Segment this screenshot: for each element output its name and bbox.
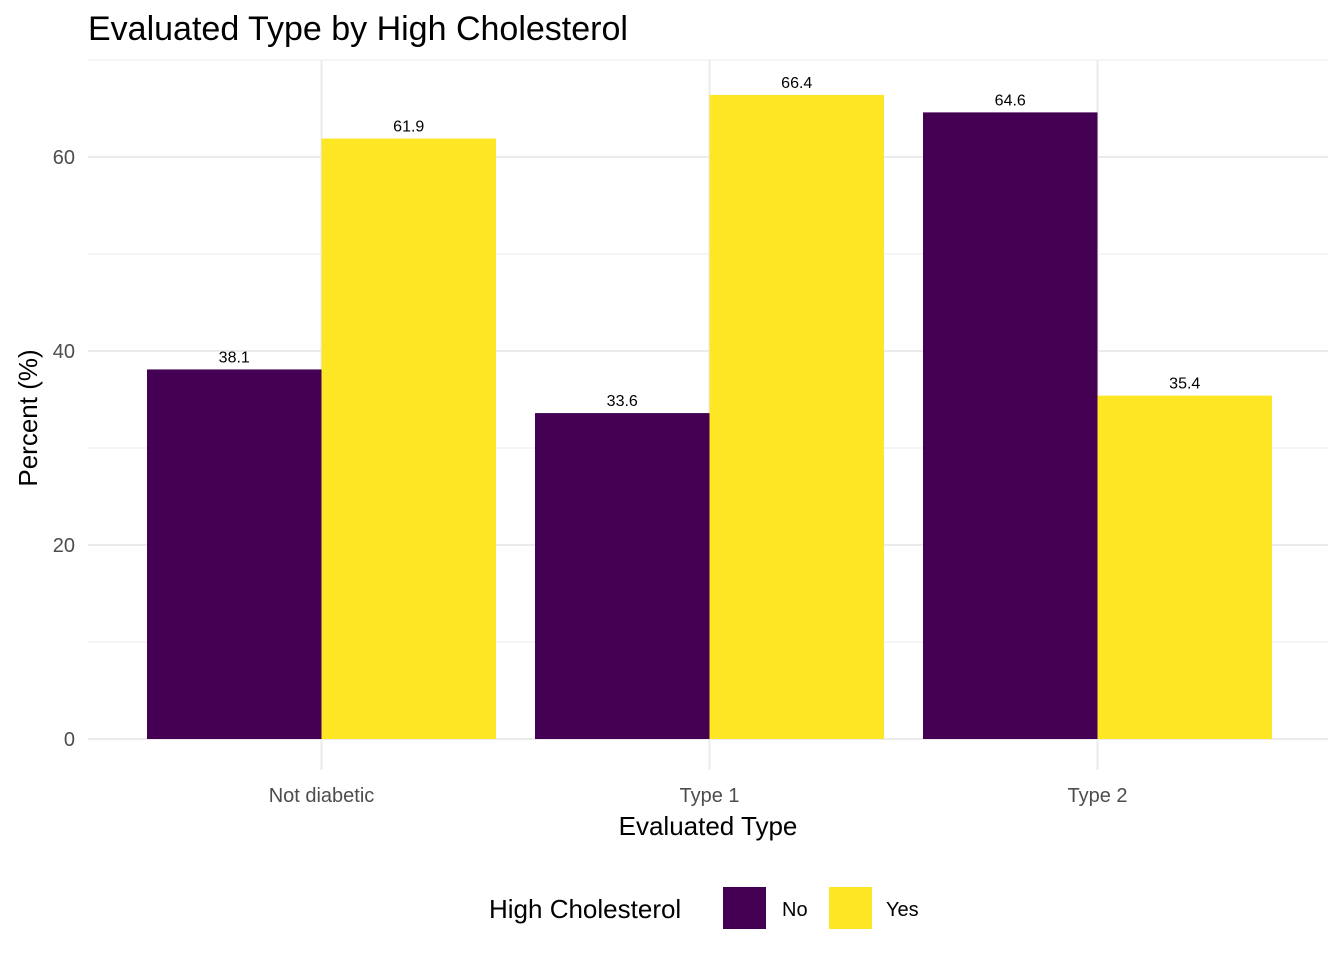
legend: High Cholesterol No Yes	[489, 887, 919, 929]
bars	[147, 94, 1272, 740]
legend-label-no: No	[782, 899, 808, 921]
data-label: 33.6	[607, 393, 638, 410]
legend-key-yes	[829, 887, 872, 929]
bar-no-1	[147, 369, 322, 739]
data-label: 66.4	[781, 75, 812, 92]
bar-yes-1	[321, 138, 496, 739]
data-label: 38.1	[219, 349, 250, 366]
x-axis-ticks: Not diabetic Type 1 Type 2	[269, 785, 1128, 807]
legend-items: No Yes	[723, 887, 919, 929]
data-label: 64.6	[995, 92, 1026, 109]
y-tick-label: 20	[53, 535, 75, 557]
x-tick-label: Not diabetic	[269, 785, 375, 807]
legend-key-no	[723, 887, 766, 929]
legend-label-yes: Yes	[886, 899, 919, 921]
bar-yes-3	[1097, 395, 1272, 739]
x-tick-label: Type 1	[679, 785, 739, 807]
legend-title: High Cholesterol	[489, 894, 681, 924]
chart-title: Evaluated Type by High Cholesterol	[88, 10, 628, 48]
bar-no-2	[535, 413, 710, 739]
x-tick-label: Type 2	[1067, 785, 1127, 807]
y-axis-ticks: 0 20 40 60	[53, 147, 75, 751]
y-tick-label: 60	[53, 147, 75, 169]
y-tick-label: 40	[53, 341, 75, 363]
y-tick-label: 0	[64, 729, 75, 751]
bar-yes-2	[709, 94, 884, 740]
x-axis-title: Evaluated Type	[619, 811, 798, 841]
data-label: 35.4	[1169, 376, 1200, 393]
data-labels: 38.1 33.6 64.6 61.9 66.4 35.4	[219, 75, 1201, 410]
bar-no-3	[923, 112, 1098, 739]
y-axis-title: Percent (%)	[13, 349, 43, 486]
data-label: 61.9	[393, 119, 424, 136]
